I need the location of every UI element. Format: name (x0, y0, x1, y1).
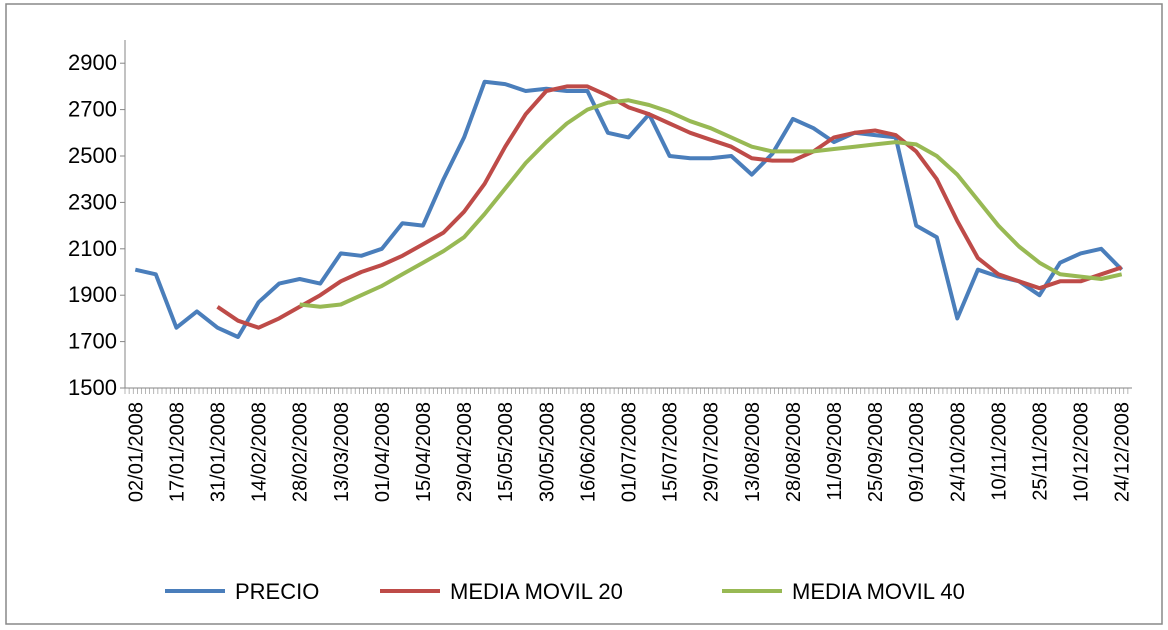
x-tick-label: 01/07/2008 (619, 402, 641, 502)
line-series (299, 98, 1123, 309)
x-tick-label: 24/10/2008 (947, 402, 969, 502)
chart-frame (5, 3, 1163, 625)
x-tick-label: 31/01/2008 (207, 402, 229, 502)
x-tick-label: 28/02/2008 (290, 402, 312, 502)
x-tick-label: 29/04/2008 (454, 402, 476, 502)
y-tick-label: 2100 (68, 236, 117, 261)
y-tick-label: 2700 (68, 97, 117, 122)
x-tick-label: 30/05/2008 (536, 402, 558, 502)
x-tick-label: 15/04/2008 (413, 402, 435, 502)
x-tick-label: 11/09/2008 (824, 402, 846, 501)
legend-label: MEDIA MOVIL 40 (792, 579, 965, 604)
x-tick-label: 16/06/2008 (577, 402, 599, 502)
line-series (134, 79, 1124, 339)
x-tick-label: 29/07/2008 (701, 402, 723, 502)
x-tick-label: 13/08/2008 (742, 402, 764, 502)
x-tick-label: 17/01/2008 (166, 402, 188, 502)
x-tick-label: 28/08/2008 (783, 402, 805, 502)
x-tick-label: 24/12/2008 (1112, 402, 1134, 502)
y-tick-label: 1500 (68, 375, 117, 400)
y-tick-label: 2900 (68, 50, 117, 75)
x-tick-label: 01/04/2008 (372, 402, 394, 502)
x-tick-label: 14/02/2008 (249, 402, 271, 502)
x-tick-label: 10/11/2008 (988, 402, 1010, 501)
y-tick-label: 1900 (68, 282, 117, 307)
x-tick-label: 15/07/2008 (660, 402, 682, 502)
x-tick-label: 10/12/2008 (1071, 402, 1093, 502)
x-tick-label: 13/03/2008 (331, 402, 353, 502)
y-tick-label: 2300 (68, 189, 117, 214)
x-tick-label: 15/05/2008 (495, 402, 517, 502)
legend-label: PRECIO (235, 579, 319, 604)
legend-label: MEDIA MOVIL 20 (450, 579, 623, 604)
y-tick-label: 2500 (68, 143, 117, 168)
x-tick-label: 02/01/2008 (125, 402, 147, 502)
x-tick-label: 25/11/2008 (1030, 402, 1052, 501)
x-tick-label: 09/10/2008 (906, 402, 928, 502)
x-tick-label: 25/09/2008 (865, 402, 887, 502)
line-series (216, 84, 1123, 330)
y-tick-label: 1700 (68, 329, 117, 354)
